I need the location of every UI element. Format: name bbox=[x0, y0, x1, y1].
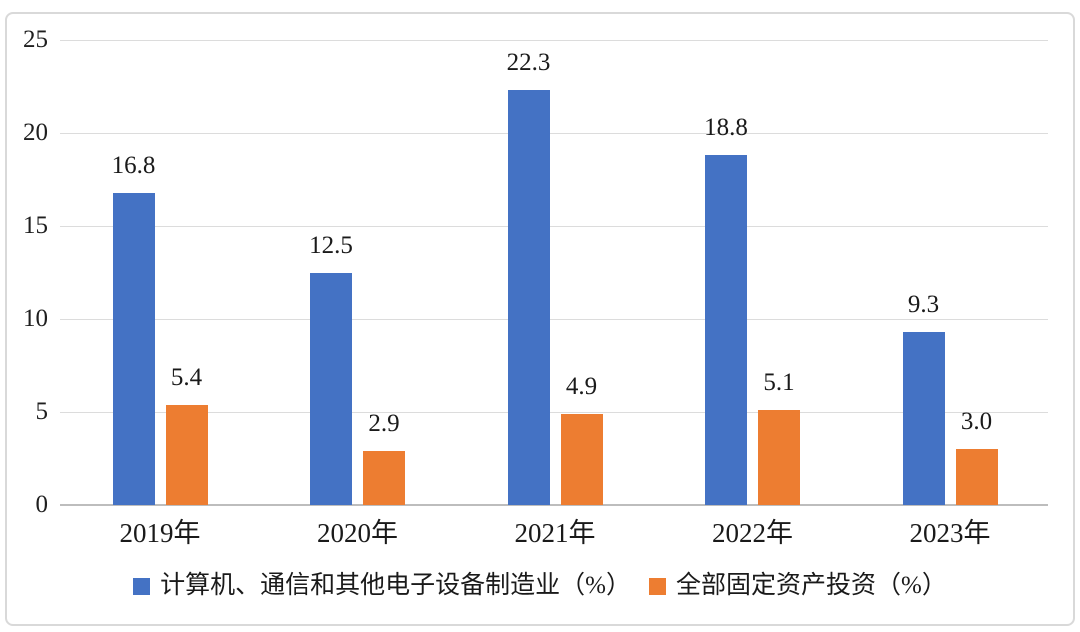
gridline bbox=[60, 412, 1048, 413]
bar-series1-2023年 bbox=[902, 332, 945, 505]
y-tick-label: 20 bbox=[23, 119, 48, 146]
bar-value-label: 2.9 bbox=[368, 410, 400, 438]
legend-label: 计算机、通信和其他电子设备制造业（%） bbox=[160, 572, 631, 599]
y-tick-label: 25 bbox=[23, 26, 48, 53]
gridline bbox=[60, 133, 1048, 134]
x-axis-label: 2020年 bbox=[317, 518, 398, 548]
chart-legend: 计算机、通信和其他电子设备制造业（%） 全部固定资产投资（%） bbox=[0, 571, 1080, 601]
bar-series2-2020年 bbox=[363, 451, 405, 505]
x-axis-label: 2022年 bbox=[712, 518, 793, 548]
y-tick-label: 10 bbox=[23, 305, 48, 332]
bar-series1-2019年 bbox=[112, 192, 155, 505]
bar-series2-2023年 bbox=[955, 449, 998, 505]
bar-series1-2021年 bbox=[507, 90, 550, 505]
gridline bbox=[60, 226, 1048, 227]
legend-swatch-icon bbox=[133, 577, 151, 595]
bar-series1-2020年 bbox=[310, 272, 352, 505]
x-axis-label: 2023年 bbox=[909, 518, 991, 548]
bar-value-label: 12.5 bbox=[309, 231, 353, 259]
y-tick-label: 15 bbox=[23, 212, 48, 239]
x-axis-label: 2019年 bbox=[119, 518, 201, 548]
bar-series2-2021年 bbox=[560, 413, 603, 505]
bar-value-label: 5.1 bbox=[763, 369, 795, 397]
legend-label: 全部固定资产投资（%） bbox=[676, 572, 947, 599]
bar-value-label: 3.0 bbox=[960, 408, 993, 436]
x-axis-baseline bbox=[60, 504, 1048, 506]
bar-value-label: 22.3 bbox=[506, 49, 551, 77]
legend-item: 全部固定资产投资（%） bbox=[649, 571, 947, 601]
gridline bbox=[60, 319, 1048, 320]
bar-value-label: 18.8 bbox=[704, 114, 748, 142]
bar-series2-2022年 bbox=[758, 410, 800, 505]
bar-series2-2019年 bbox=[165, 404, 208, 505]
x-axis-label: 2021年 bbox=[514, 518, 596, 548]
y-tick-label: 5 bbox=[35, 398, 49, 425]
legend-swatch-icon bbox=[649, 577, 666, 595]
bar-series1-2022年 bbox=[705, 155, 747, 505]
bar-value-label: 5.4 bbox=[170, 363, 203, 391]
gridline bbox=[60, 40, 1048, 41]
bar-value-label: 16.8 bbox=[111, 151, 156, 179]
y-tick-label: 0 bbox=[35, 491, 49, 518]
bar-value-label: 4.9 bbox=[565, 372, 598, 400]
bar-value-label: 9.3 bbox=[907, 291, 940, 319]
legend-item: 计算机、通信和其他电子设备制造业（%） bbox=[133, 571, 631, 601]
